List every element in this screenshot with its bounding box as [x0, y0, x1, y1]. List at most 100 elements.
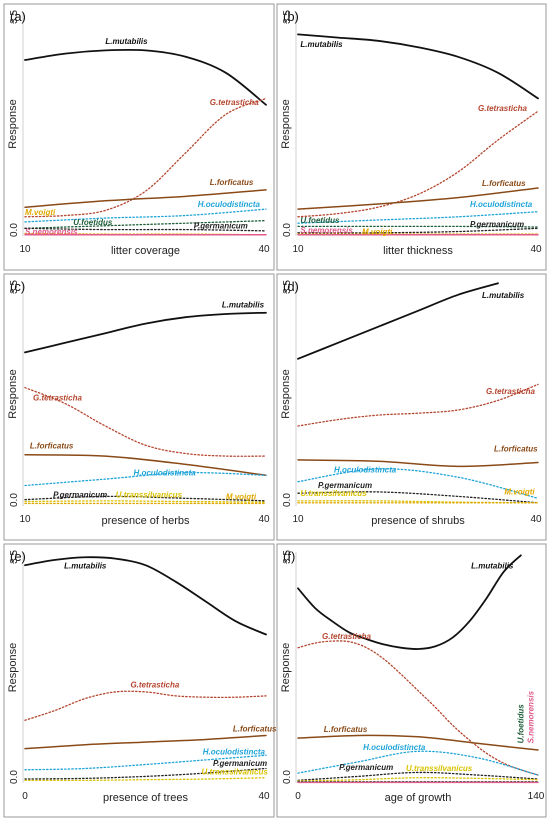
panel-frame — [276, 543, 547, 818]
series-line-l-forficatus — [297, 459, 539, 468]
y-axis-title: Response — [7, 369, 19, 419]
series-label-u-foetidus: U.foetidus — [73, 218, 113, 227]
series-label-l-forficatus: L.forficatus — [30, 441, 74, 450]
series-line-p-germanicum — [297, 227, 539, 234]
series-label-g-tetrasticha: G.tetrasticha — [478, 104, 527, 113]
series-label-l-forficatus: L.forficatus — [233, 725, 277, 734]
series-line-g-tetrasticha — [297, 640, 539, 776]
series-line-g-tetrasticha — [24, 97, 267, 218]
y-tick-label: 3.5 — [282, 280, 293, 294]
x-tick-label: 40 — [258, 514, 270, 525]
series-label-h-oculodistincta: H.oculodistincta — [470, 200, 533, 209]
series-label-p-germanicum: P.germanicum — [53, 491, 107, 500]
series-line-l-mutabilis — [297, 554, 522, 650]
x-tick-label: 40 — [258, 791, 270, 802]
series-label-s-nemorensis: S.nemorensis — [527, 690, 536, 743]
series-label-l-mutabilis: L.mutabilis — [64, 562, 107, 571]
y-axis-title: Response — [280, 643, 292, 693]
x-axis-title: presence of herbs — [101, 515, 190, 527]
series-label-u-transsilvanicus: U.transsilvanicus — [202, 767, 269, 776]
y-tick-label: 3.5 — [282, 10, 293, 24]
series-label-m-voigti: M.voigti — [25, 208, 56, 217]
panel-tag: (a) — [10, 9, 26, 24]
panel-a: (a)3.5 0.0 Response 10 40 litter coverage L.mu… — [3, 3, 275, 271]
series-line-l-forficatus — [297, 734, 539, 751]
series-label-l-forficatus: L.forficatus — [210, 178, 254, 187]
series-label-h-oculodistincta: H.oculodistincta — [363, 743, 426, 752]
y-tick-label: 0.0 — [282, 223, 293, 237]
panel-tag: (d) — [283, 279, 299, 294]
series-label-s-nemorensis: S.nemorensis — [300, 226, 353, 235]
series-line-l-mutabilis — [24, 556, 267, 636]
series-label-l-mutabilis: L.mutabilis — [482, 291, 525, 300]
series-label-h-oculodistincta: H.oculodistincta — [198, 200, 261, 209]
series-line-l-mutabilis — [297, 33, 539, 100]
series-label-u-transsilvanicus: U.transsilvanicus — [116, 491, 183, 500]
series-line-u-foetidus — [24, 219, 267, 229]
x-tick-label: 10 — [292, 514, 304, 525]
series-label-l-forficatus: L.forficatus — [494, 445, 538, 454]
series-line-p-germanicum — [24, 495, 267, 502]
series-label-h-oculodistincta: H.oculodistincta — [334, 466, 397, 475]
x-tick-label: 40 — [258, 244, 270, 255]
series-line-u-transsilvanicus — [24, 777, 267, 782]
y-tick-label: 0.0 — [282, 770, 293, 784]
series-label-l-mutabilis: L.mutabilis — [471, 562, 514, 571]
series-label-l-mutabilis: L.mutabilis — [300, 40, 343, 49]
y-tick-label: 0.0 — [9, 493, 20, 507]
panel-tag: (e) — [10, 549, 26, 564]
panel-f: (f)3.5 0.0 Response 0 140 age of growth L.muta… — [276, 543, 547, 818]
series-label-u-foetidus: U.foetidus — [300, 216, 340, 225]
series-line-h-oculodistincta — [297, 211, 539, 224]
series-line-g-tetrasticha — [297, 110, 539, 218]
panel-e: (e)3.5 0.0 Response 0 40 presence of trees L.m… — [3, 543, 277, 818]
series-label-h-oculodistincta: H.oculodistincta — [133, 468, 196, 477]
y-tick-label: 3.5 — [9, 10, 20, 24]
series-label-p-germanicum: P.germanicum — [318, 481, 372, 490]
panel-frame — [3, 543, 275, 818]
x-axis-title: presence of trees — [103, 792, 188, 804]
series-line-p-germanicum — [297, 771, 539, 782]
series-line-g-tetrasticha — [24, 386, 267, 457]
y-axis-title: Response — [280, 369, 292, 419]
x-axis-title: litter thickness — [383, 245, 453, 257]
x-tick-label: 0 — [22, 791, 28, 802]
series-line-h-oculodistincta — [24, 471, 267, 487]
series-line-u-transsilvanicus — [297, 777, 539, 782]
y-tick-label: 3.5 — [282, 550, 293, 564]
series-label-m-voigti: M.voigti — [226, 493, 257, 502]
y-tick-label: 3.5 — [9, 550, 20, 564]
x-tick-label: 140 — [528, 791, 545, 802]
panel-frame — [3, 273, 275, 541]
y-axis-title: Response — [7, 99, 19, 149]
series-label-g-tetrasticha: G.tetrasticha — [33, 393, 82, 402]
series-label-m-voigti: M.voigti — [504, 487, 535, 496]
series-line-l-forficatus — [297, 187, 539, 210]
x-axis-title: age of growth — [385, 792, 452, 804]
series-label-l-mutabilis: L.mutabilis — [222, 301, 265, 310]
series-line-p-germanicum — [297, 491, 539, 504]
y-tick-label: 0.0 — [282, 493, 293, 507]
x-tick-label: 10 — [19, 514, 31, 525]
panel-tag: (c) — [10, 279, 25, 294]
panel-frame — [3, 3, 275, 271]
y-tick-label: 0.0 — [9, 770, 20, 784]
series-label-g-tetrasticha: G.tetrasticha — [486, 387, 535, 396]
series-line-g-tetrasticha — [297, 383, 539, 427]
series-line-g-tetrasticha — [24, 690, 267, 721]
series-line-l-mutabilis — [297, 282, 499, 360]
x-axis-title: litter coverage — [111, 245, 180, 257]
panel-b: (b)3.5 0.0 Response 10 40 litter thickness L.m… — [276, 3, 547, 271]
series-line-u-transsilvanicus — [24, 500, 267, 503]
series-label-p-germanicum: P.germanicum — [339, 763, 393, 772]
series-line-l-forficatus — [24, 189, 267, 208]
series-label-l-forficatus: L.forficatus — [482, 179, 526, 188]
y-tick-label: 3.5 — [9, 280, 20, 294]
series-label-h-oculodistincta: H.oculodistincta — [203, 748, 266, 757]
series-line-p-germanicum — [24, 227, 267, 232]
series-line-u-foetidus — [297, 225, 539, 228]
x-tick-label: 40 — [530, 244, 542, 255]
panel-tag: (b) — [283, 9, 299, 24]
series-label-u-transsilvanicus: U.transsilvanicus — [300, 489, 367, 498]
series-label-u-foetidus: U.foetidus — [516, 704, 525, 744]
